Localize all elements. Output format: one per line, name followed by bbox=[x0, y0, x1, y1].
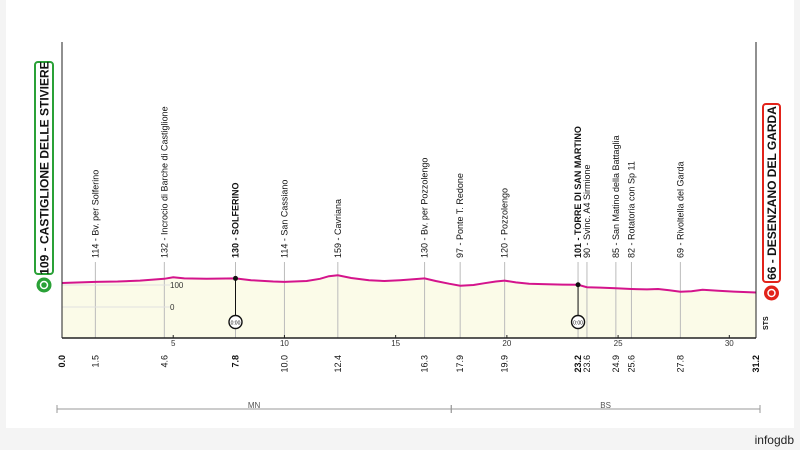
finish-flag-icon bbox=[764, 285, 779, 301]
waypoint-km-label: 27.8 bbox=[675, 355, 685, 373]
waypoint-name: 130 - Bv. per Pozzolengo bbox=[420, 158, 430, 258]
waypoint-name: 120 - Pozzolengo bbox=[500, 188, 510, 258]
waypoint-name: 69 - Rivoltella del Garda bbox=[675, 161, 685, 258]
waypoint-name: 82 - Rotatoria con Sp 11 bbox=[626, 161, 636, 258]
stopwatch-label: 0:00 bbox=[573, 321, 583, 327]
km-tick-label: 20 bbox=[502, 339, 511, 348]
profile-line bbox=[61, 274, 757, 294]
finish-label-box: 66 - DESENZANO DEL GARDA bbox=[762, 103, 781, 301]
start-label-box: 109 - CASTIGLIONE DELLE STIVIERE bbox=[34, 61, 54, 293]
stopwatch-body bbox=[570, 314, 586, 330]
waypoint-km-label: 0.0 bbox=[57, 355, 67, 368]
km-tick-label: 10 bbox=[280, 339, 289, 348]
waypoint-km-label: 31.2 bbox=[751, 355, 761, 373]
waypoint-km-label: 4.6 bbox=[159, 355, 169, 368]
finish-box-frame bbox=[762, 103, 781, 283]
start-flag-badge bbox=[36, 277, 52, 293]
waypoint-km-label: 19.9 bbox=[500, 355, 510, 373]
km-tick-label: 5 bbox=[171, 339, 176, 348]
waypoint-km-label: 1.5 bbox=[90, 355, 100, 368]
profile-frame bbox=[6, 0, 794, 428]
waypoint-km-label: 23.2 bbox=[573, 355, 583, 373]
finish-label: 66 - DESENZANO DEL GARDA bbox=[765, 106, 779, 280]
waypoint-km-label: 10.0 bbox=[279, 355, 289, 373]
waypoint-name: 159 - Cavriana bbox=[333, 199, 343, 258]
finish-flag-glyph bbox=[767, 288, 776, 298]
start-box-frame bbox=[34, 61, 54, 275]
waypoint-km-label: 12.4 bbox=[333, 355, 343, 373]
elevation-tick-label: 100 bbox=[170, 281, 184, 290]
waypoint-name: 90 - Svinc. A4 Sirmione bbox=[582, 164, 592, 258]
province-label: BS bbox=[600, 401, 611, 410]
waypoint-name: 130 - SOLFERINO bbox=[231, 182, 241, 258]
start-flag-icon bbox=[36, 277, 52, 293]
stopwatch-body bbox=[228, 314, 243, 330]
waypoint-name: 97 - Ponte T. Redone bbox=[455, 173, 465, 258]
sts-label: STS bbox=[763, 316, 770, 330]
waypoint-km-label: 24.9 bbox=[611, 355, 621, 373]
km-tick-label: 30 bbox=[725, 339, 734, 348]
waypoint-name: 114 - Bv. per Solferino bbox=[90, 170, 100, 258]
km-tick-label: 25 bbox=[614, 339, 623, 348]
elevation-tick-label: 0 bbox=[170, 303, 175, 312]
start-label: 109 - CASTIGLIONE DELLE STIVIERE bbox=[38, 61, 52, 274]
waypoint-name: 101 - TORRE DI SAN MARTINO bbox=[573, 126, 583, 258]
stopwatch-label: 0:00 bbox=[231, 321, 241, 327]
km-tick-label: 15 bbox=[391, 339, 400, 348]
waypoint-km-label: 16.3 bbox=[420, 355, 430, 373]
waypoint-km-label: 25.6 bbox=[626, 355, 636, 373]
waypoint-name: 132 - Incrocio di Barche di Castiglione bbox=[159, 106, 169, 258]
waypoint-name: 85 - San Matino della Battaglia bbox=[611, 135, 621, 258]
waypoint-km-label: 17.9 bbox=[455, 355, 465, 373]
province-label: MN bbox=[248, 401, 261, 410]
finish-flag-badge bbox=[764, 285, 779, 301]
start-flag-glyph bbox=[39, 280, 49, 290]
stopwatch-icon: 0:00 bbox=[228, 314, 243, 330]
waypoint-km-label: 7.8 bbox=[231, 355, 241, 368]
stopwatch-icon: 0:00 bbox=[570, 314, 586, 330]
waypoint-name: 114 - San Cassiano bbox=[279, 180, 289, 258]
waypoint-km-label: 23.6 bbox=[582, 355, 592, 373]
brand-credit: infogdb bbox=[754, 433, 794, 447]
